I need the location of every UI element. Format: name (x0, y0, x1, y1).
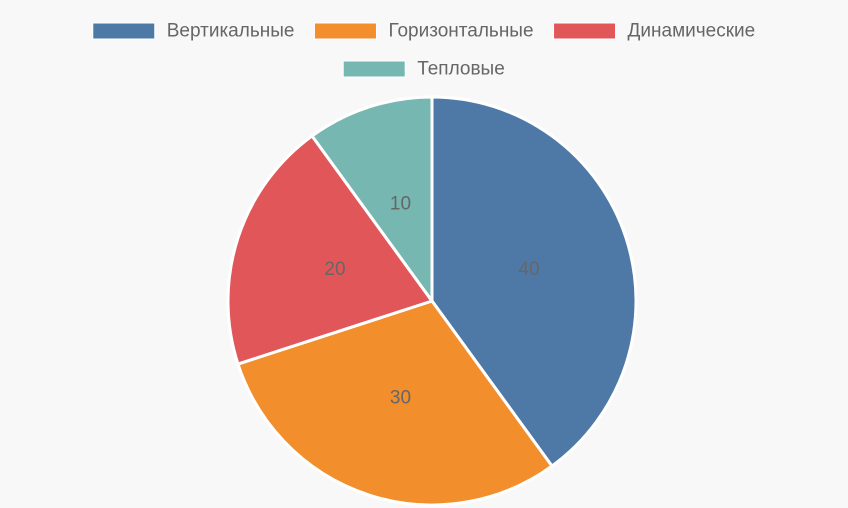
chart-legend: Вертикальные Горизонтальные Динамические Те… (92, 21, 756, 80)
legend-item-series-1[interactable]: Горизонтальные (313, 21, 534, 42)
pie-value-label: 30 (390, 388, 411, 409)
legend-item-series-3[interactable]: Тепловые (342, 59, 505, 80)
legend-item-series-2[interactable]: Динамические (553, 21, 756, 42)
legend-item-series-0[interactable]: Вертикальные (92, 21, 295, 42)
pie-slice-series-2[interactable] (226, 134, 434, 366)
pie-value-label: 40 (518, 259, 539, 280)
legend-swatch (92, 22, 156, 40)
legend-label: Тепловые (417, 59, 505, 80)
legend-label: Вертикальные (167, 21, 295, 42)
pie-slices (226, 95, 638, 507)
pie-value-label: 10 (390, 193, 411, 214)
legend-label: Динамические (628, 21, 756, 42)
legend-swatch (313, 22, 377, 40)
pie-slice-series-0[interactable] (430, 95, 638, 468)
legend-label: Горизонтальные (388, 21, 533, 42)
pie-value-labels: 40 30 20 10 (324, 193, 539, 408)
pie-slice-series-3[interactable] (310, 95, 434, 303)
legend-swatch (553, 22, 617, 40)
pie-slice-series-1[interactable] (236, 299, 554, 507)
pie-value-label: 20 (324, 259, 345, 280)
legend-swatch (342, 60, 406, 78)
